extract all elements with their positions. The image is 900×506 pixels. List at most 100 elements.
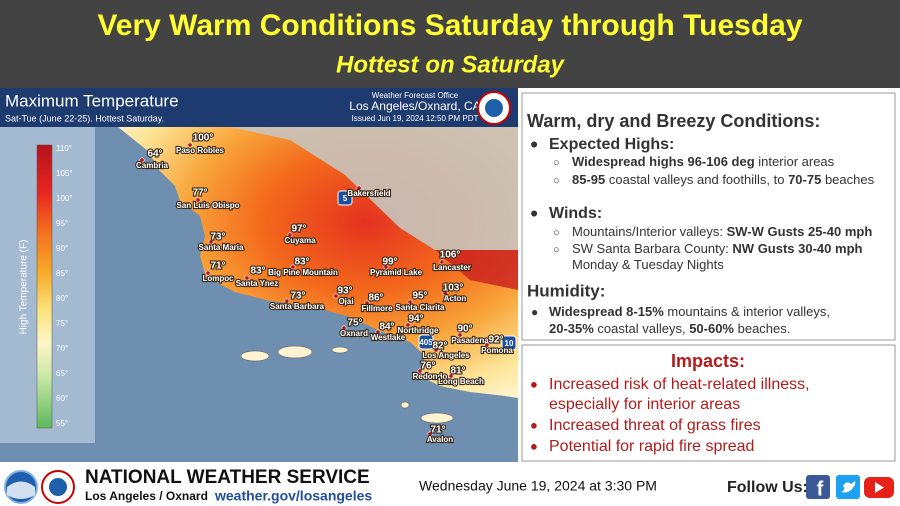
city-dot <box>383 264 389 270</box>
follow-us: Follow Us: <box>727 479 808 496</box>
text-segment: coastal valleys and foothills, to <box>605 172 788 187</box>
city-temp: 92° <box>488 335 503 346</box>
city-temp: 77° <box>192 188 207 199</box>
agency: NATIONAL WEATHER SERVICE <box>85 467 370 488</box>
city-name: Pasadena <box>451 336 489 345</box>
city-dot <box>457 332 463 338</box>
city-name: Pyramid Lake <box>370 268 423 277</box>
city-temp: 84° <box>379 322 394 333</box>
text-segment: Widespread 8-15% <box>549 304 664 319</box>
city-dot <box>284 298 290 304</box>
city-temp: 73° <box>290 291 305 302</box>
highway-shield <box>418 334 434 350</box>
bullet: ● <box>530 376 538 391</box>
outside-area <box>230 127 518 250</box>
text-segment: 85-95 <box>572 172 605 187</box>
conditions-box <box>521 92 896 341</box>
bullet-text: 20-35% coastal valleys, 50-60% beaches. <box>549 321 790 336</box>
bullet-text: Widespread 8-15% mountains & interior va… <box>549 304 830 319</box>
city-temp: 71° <box>430 425 445 436</box>
text-segment: interior areas <box>755 154 835 169</box>
sub-bullet: ○ <box>553 157 560 169</box>
footer <box>0 462 900 506</box>
city-dot <box>417 368 423 374</box>
city-dot <box>290 264 296 270</box>
impacts-box <box>521 344 896 462</box>
city-name: Big Pine Mountain <box>268 268 338 277</box>
text-segment: beaches <box>821 172 874 187</box>
text-segment: Mountains/Interior valleys: <box>572 224 727 239</box>
bullet: ● <box>530 136 538 152</box>
cities: 100° Paso Robles 64°Cambria 77° San Luis Obi… <box>135 132 515 446</box>
city-dot <box>405 322 411 328</box>
city-name: Santa Ynez <box>236 279 279 288</box>
text-segment: 50-60% <box>689 321 734 336</box>
hot-zone <box>435 250 518 290</box>
facebook-icon[interactable]: f <box>806 475 830 500</box>
city-name: Fillmore <box>361 304 393 313</box>
sub-bullet: ○ <box>553 227 560 239</box>
city-name: Westlake <box>371 333 406 342</box>
city-temp: 75° <box>347 318 362 329</box>
city-temp: 90° <box>457 324 472 335</box>
youtube-icon[interactable] <box>864 477 894 498</box>
nws-logo-center <box>49 478 67 496</box>
legend-label: 85° <box>56 269 68 278</box>
city-temp: 71° <box>210 261 225 272</box>
map-panel: Maximum Temperature Sat-Tue (June 22-25)… <box>0 88 518 462</box>
city-name: Santa Barbara <box>270 302 325 311</box>
city-dot <box>407 299 413 305</box>
city-dot <box>195 197 201 203</box>
legend-labels: 110° 105° 100° 95° 90° 85° 80° 75° 70° 65° 60° 55° <box>56 144 73 428</box>
subtitle: Hottest on Saturday <box>336 51 566 78</box>
sub-bullet: ● <box>531 305 538 319</box>
highway-label: 405 <box>419 338 433 347</box>
nws-logo-center <box>485 99 503 117</box>
impact-line: Increased risk of heat-related illness, <box>549 376 810 393</box>
legend-label: 105° <box>56 169 73 178</box>
city-name: Lompoc <box>202 274 234 283</box>
city-dot <box>375 329 381 335</box>
city-name: Paso Robles <box>176 146 225 155</box>
text-segment: beaches. <box>734 321 790 336</box>
impacts-title: Impacts: <box>671 351 745 371</box>
city-name: Santa Maria <box>199 243 244 252</box>
text-segment: coastal valleys, <box>594 321 689 336</box>
conditions: Warm, dry and Breezy Conditions: ● Expecte… <box>527 111 875 337</box>
city-dot <box>244 275 250 281</box>
bullet-text: Monday & Tuesday Nights <box>572 257 724 272</box>
impact-line: especially for interior areas <box>549 396 740 413</box>
legend-label: 65° <box>56 369 68 378</box>
city-temp: 97° <box>291 224 306 235</box>
text-segment: NW Gusts 30-40 mph <box>732 241 862 256</box>
sub-bullet: ○ <box>553 244 560 256</box>
text-segment: Monday & Tuesday Nights <box>572 257 724 272</box>
legend-label: 75° <box>56 319 68 328</box>
legend-label: 100° <box>56 194 73 203</box>
color-bar <box>36 144 53 429</box>
highway-shield <box>501 335 517 351</box>
city-temp: 95° <box>412 291 427 302</box>
city-dot <box>433 347 439 353</box>
sub-bullet: ○ <box>553 175 560 187</box>
city-name: San Luis Obispo <box>176 201 239 210</box>
legend-label: 55° <box>56 419 68 428</box>
url[interactable]: weather.gov/losangeles <box>214 488 372 504</box>
city-dot <box>484 342 490 348</box>
city-temp: 73° <box>210 232 225 243</box>
city-temp: 82° <box>432 341 447 352</box>
bullet-text: 85-95 coastal valleys and foothills, to … <box>572 172 875 187</box>
highway-shield <box>337 190 353 206</box>
text-segment: SW-W Gusts 25-40 mph <box>727 224 873 239</box>
city-temp: 83° <box>294 257 309 268</box>
title: Very Warm Conditions Saturday through Tu… <box>97 9 802 42</box>
city-name: Lancaster <box>433 263 471 272</box>
city-name: Cuyama <box>284 236 316 245</box>
bullet: ● <box>530 417 538 432</box>
office-line: Weather Forecast Office <box>372 91 459 100</box>
city-name: Los Angeles <box>422 351 470 360</box>
legend-label: 60° <box>56 394 68 403</box>
twitter-icon[interactable] <box>836 475 860 499</box>
islands <box>240 345 454 424</box>
